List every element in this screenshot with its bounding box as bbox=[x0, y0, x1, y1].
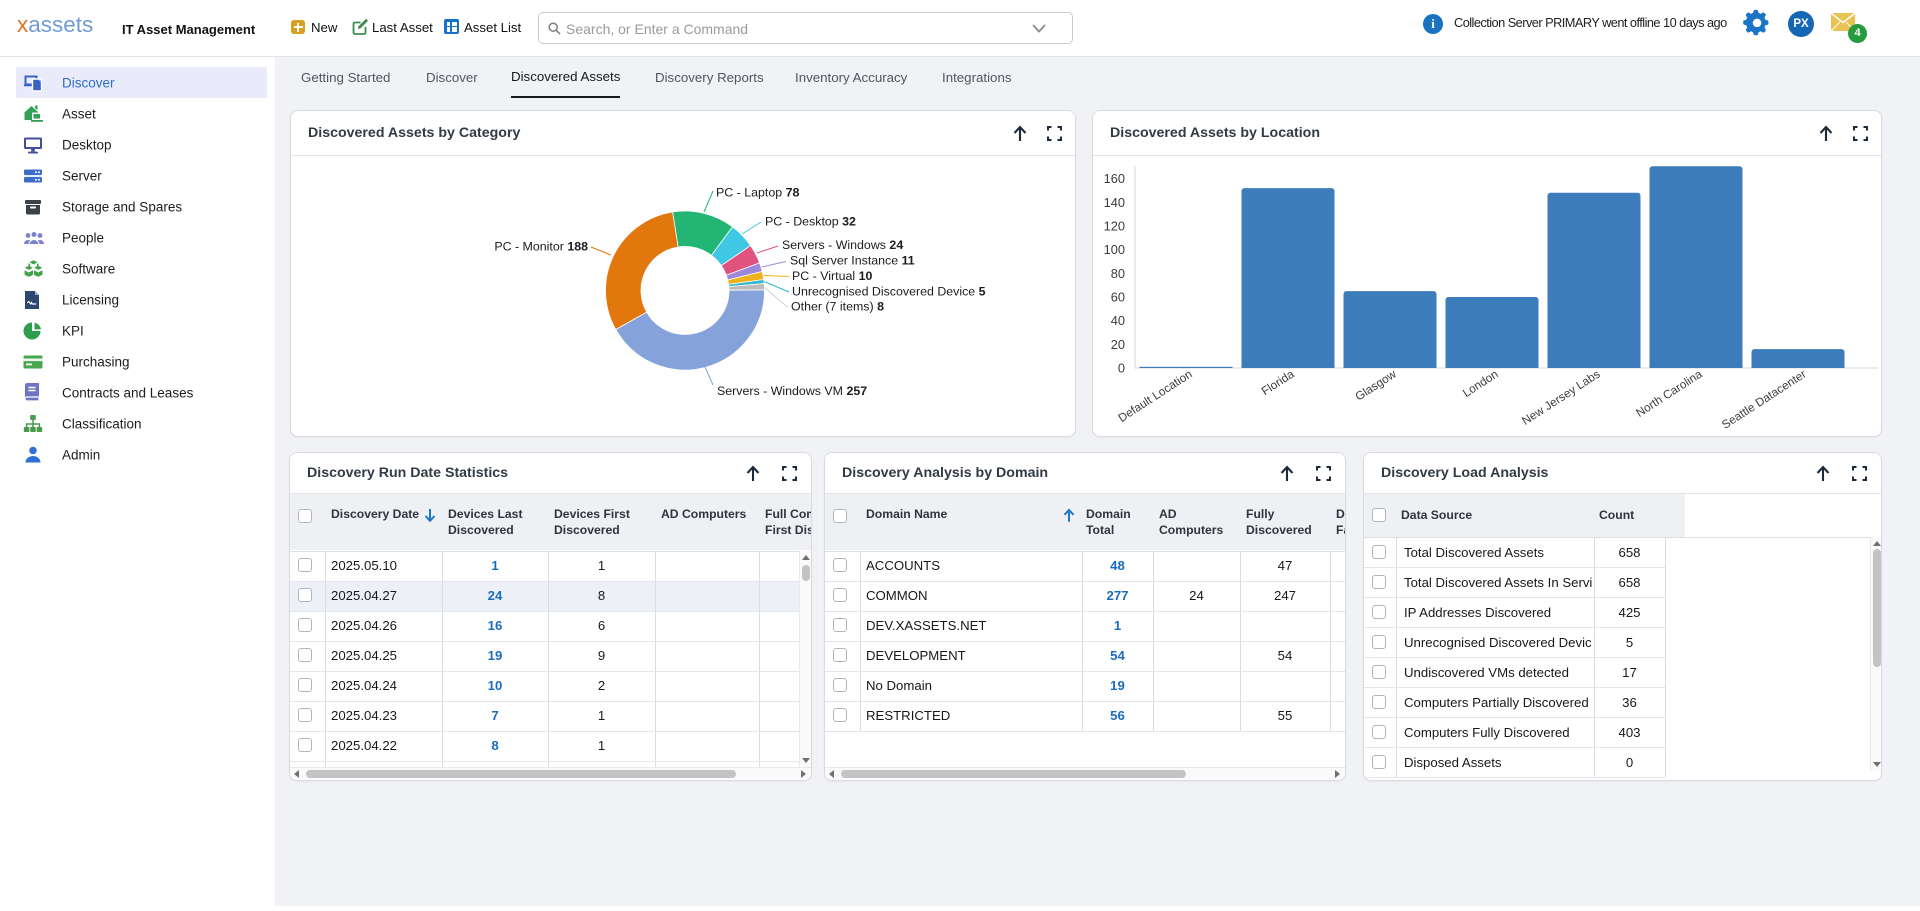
svg-text:Seattle Datacenter: Seattle Datacenter bbox=[1719, 367, 1809, 432]
svg-text:0: 0 bbox=[1118, 361, 1125, 376]
svg-text:Other (7 items) 8: Other (7 items) 8 bbox=[791, 300, 884, 314]
svg-text:40: 40 bbox=[1111, 313, 1125, 328]
svg-text:Florida: Florida bbox=[1259, 367, 1297, 399]
svg-text:Unrecognised Discovered Device: Unrecognised Discovered Device 5 bbox=[792, 285, 986, 299]
svg-text:Glasgow: Glasgow bbox=[1353, 367, 1400, 404]
svg-text:Servers - Windows VM 257: Servers - Windows VM 257 bbox=[717, 384, 867, 398]
svg-text:North Carolina: North Carolina bbox=[1633, 367, 1705, 420]
svg-text:20: 20 bbox=[1111, 337, 1125, 352]
svg-text:80: 80 bbox=[1111, 266, 1125, 281]
svg-text:PC - Virtual 10: PC - Virtual 10 bbox=[792, 269, 872, 283]
svg-text:160: 160 bbox=[1104, 171, 1125, 186]
svg-text:PC - Desktop 32: PC - Desktop 32 bbox=[765, 215, 856, 229]
svg-text:120: 120 bbox=[1104, 218, 1125, 233]
svg-text:Sql Server Instance 11: Sql Server Instance 11 bbox=[790, 254, 915, 268]
svg-text:Servers - Windows 24: Servers - Windows 24 bbox=[782, 238, 903, 252]
svg-text:140: 140 bbox=[1104, 195, 1125, 210]
svg-text:100: 100 bbox=[1104, 242, 1125, 257]
svg-text:Default Location: Default Location bbox=[1115, 367, 1194, 425]
svg-text:New Jersey Labs: New Jersey Labs bbox=[1519, 367, 1603, 428]
svg-text:60: 60 bbox=[1111, 290, 1125, 305]
svg-text:PC - Laptop 78: PC - Laptop 78 bbox=[716, 186, 799, 200]
svg-text:London: London bbox=[1460, 367, 1501, 400]
svg-text:PC - Monitor 188: PC - Monitor 188 bbox=[494, 240, 588, 254]
